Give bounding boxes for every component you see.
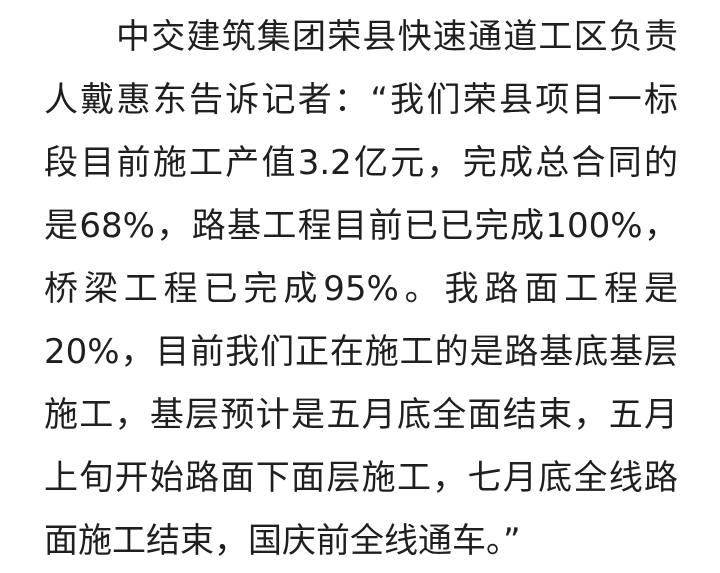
paragraph-line: 段目前施工产值3.2亿元，完成总合同的 xyxy=(44,143,678,183)
paragraph-line: 中交建筑集团荣县快速通道工区负责 xyxy=(116,17,678,57)
paragraph-line: 20%，目前我们正在施工的是路基底基层 xyxy=(44,332,678,372)
paragraph-line: 上旬开始路面下面层施工，七月底全线路 xyxy=(44,458,678,498)
article-paragraph: 中交建筑集团荣县快速通道工区负责 人戴惠东告诉记者：“我们荣县项目一标 段目前施… xyxy=(44,6,678,573)
paragraph-line: 是68%，路基工程目前已已完成100%， xyxy=(44,206,678,246)
paragraph-line: 人戴惠东告诉记者：“我们荣县项目一标 xyxy=(44,80,678,120)
paragraph-line: 面施工结束，国庆前全线通车。” xyxy=(44,521,521,561)
paragraph-line: 施工，基层预计是五月底全面结束，五月 xyxy=(44,395,678,435)
paragraph-line: 桥梁工程已完成95%。我路面工程是 xyxy=(44,269,678,309)
